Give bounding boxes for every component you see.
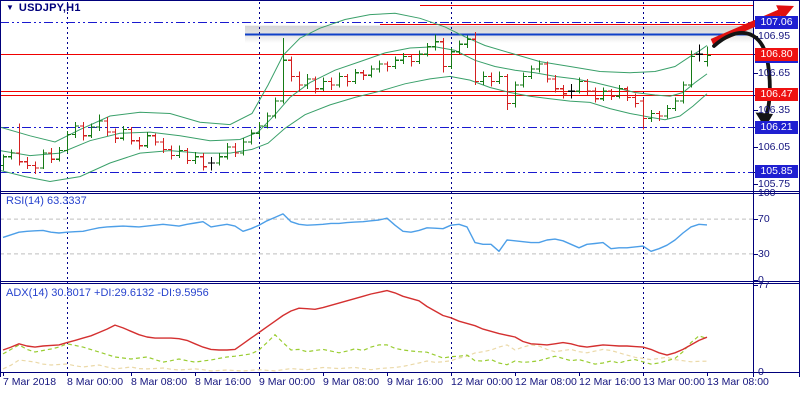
price-tick-label: 106.95 bbox=[758, 29, 791, 42]
adx-scale-label: 77 bbox=[758, 279, 770, 291]
black-arrow-head bbox=[755, 112, 773, 128]
time-axis-label: 8 Mar 16:00 bbox=[195, 376, 252, 388]
rsi-indicator-label: RSI(14) 63.3337 bbox=[6, 195, 87, 207]
time-axis-label: 9 Mar 08:00 bbox=[323, 376, 380, 388]
time-axis-label: 9 Mar 00:00 bbox=[259, 376, 316, 388]
time-axis-label: 8 Mar 08:00 bbox=[131, 376, 188, 388]
rsi-scale-label: 70 bbox=[758, 213, 770, 226]
bollinger-middle-band bbox=[0, 46, 708, 157]
price-level-badge: 106.47 bbox=[755, 88, 798, 102]
chart-title-bar: ▼ USDJPY,H1 bbox=[6, 2, 81, 14]
price-level-badge: 105.85 bbox=[755, 165, 798, 179]
rsi-line bbox=[2, 213, 708, 253]
symbol-timeframe-title: USDJPY,H1 bbox=[18, 2, 81, 14]
rsi-scale-label: 0 bbox=[758, 274, 764, 286]
plus-di-line bbox=[2, 333, 708, 366]
time-axis[interactable]: 7 Mar 2018 8 Mar 00:00 8 Mar 08:00 8 Mar 16… bbox=[0, 373, 800, 400]
time-axis-label: 13 Mar 00:00 bbox=[643, 376, 705, 388]
red-arrow-head bbox=[776, 5, 794, 20]
minus-di-line bbox=[2, 344, 708, 372]
adx-indicator-label: ADX(14) 30.8017 +DI:29.6132 -DI:9.5956 bbox=[6, 287, 209, 299]
adx-line bbox=[2, 289, 708, 356]
bollinger-lower-band bbox=[0, 75, 708, 183]
price-level-badge: 106.80 bbox=[755, 47, 798, 61]
price-tick-label: 105.75 bbox=[758, 177, 791, 190]
time-axis-label: 8 Mar 00:00 bbox=[67, 376, 124, 388]
price-tick-label: 106.35 bbox=[758, 103, 791, 116]
panel-frame bbox=[0, 0, 800, 377]
price-level-badge: 107.06 bbox=[755, 15, 798, 29]
adx-scale-label: 0 bbox=[758, 366, 764, 378]
ohlc-bars bbox=[0, 31, 711, 175]
time-axis-label: 12 Mar 08:00 bbox=[515, 376, 577, 388]
time-axis-label: 9 Mar 16:00 bbox=[387, 376, 444, 388]
bollinger-upper-band bbox=[0, 12, 708, 143]
rsi-scale-label: 100 bbox=[758, 187, 776, 199]
time-axis-label: 7 Mar 2018 bbox=[3, 376, 57, 388]
price-tick-label: 106.65 bbox=[758, 66, 791, 79]
time-axis-label: 12 Mar 00:00 bbox=[451, 376, 513, 388]
price-tick-label: 106.05 bbox=[758, 140, 791, 153]
rsi-scale-label: 30 bbox=[758, 247, 770, 260]
time-axis-label: 13 Mar 08:00 bbox=[707, 376, 769, 388]
time-axis-label: 12 Mar 16:00 bbox=[579, 376, 641, 388]
price-level-badge: 106.21 bbox=[755, 120, 798, 134]
collapse-triangle-icon[interactable]: ▼ bbox=[6, 3, 14, 12]
